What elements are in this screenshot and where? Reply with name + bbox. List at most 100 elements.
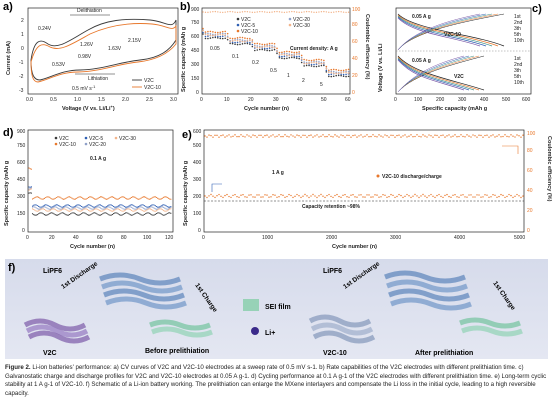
capacity-point bbox=[286, 195, 288, 198]
cycle-point bbox=[161, 214, 164, 216]
ce-point bbox=[288, 136, 290, 138]
ce-point bbox=[250, 136, 252, 138]
ce-point bbox=[326, 135, 328, 138]
capacity-point bbox=[295, 51, 298, 54]
ytick: 600 bbox=[193, 129, 202, 135]
cycle-point bbox=[77, 204, 79, 206]
cycle-point bbox=[59, 205, 61, 208]
capacity-point bbox=[335, 71, 337, 74]
ce-point bbox=[206, 136, 208, 138]
ce-point bbox=[244, 136, 246, 138]
cv-curve-v2c bbox=[30, 18, 177, 81]
cycle-point bbox=[61, 212, 63, 214]
xtick: 1.0 bbox=[74, 97, 81, 103]
ce-point bbox=[330, 135, 332, 138]
capacity-point bbox=[450, 196, 452, 199]
capacity-point bbox=[284, 196, 286, 199]
capacity-point bbox=[295, 57, 298, 59]
cycle-point bbox=[66, 204, 68, 206]
capacity-point bbox=[486, 194, 488, 196]
panel-a-frame bbox=[27, 7, 179, 95]
schem-discharge-left: 1st Discharge bbox=[60, 260, 99, 290]
capacity-point bbox=[332, 72, 335, 75]
cycle-point bbox=[74, 208, 77, 210]
y2tick: 40 bbox=[527, 188, 533, 194]
capacity-point bbox=[221, 32, 224, 35]
capacity-point bbox=[308, 196, 310, 199]
capacity-point bbox=[217, 37, 219, 39]
capacity-point bbox=[254, 44, 256, 47]
cycle-point bbox=[121, 214, 123, 216]
cycle-point bbox=[153, 204, 155, 206]
cycle-point bbox=[146, 197, 148, 199]
ce-point bbox=[294, 136, 296, 138]
capacity-point bbox=[248, 194, 250, 196]
cycle-point bbox=[34, 196, 36, 199]
cycle-point bbox=[114, 209, 116, 211]
cycle-point bbox=[34, 214, 36, 216]
panel-c-xlabel: Specific capacity (mAh g bbox=[422, 106, 487, 112]
capacity-point bbox=[324, 196, 326, 199]
capacity-point bbox=[293, 56, 296, 59]
panel-e-retention: Capacity retention ~98% bbox=[302, 204, 360, 210]
capacity-point bbox=[438, 193, 440, 196]
capacity-point bbox=[276, 196, 278, 199]
curve-top bbox=[397, 16, 487, 47]
ce-point bbox=[376, 136, 378, 138]
capacity-point bbox=[214, 31, 217, 34]
cycle-point bbox=[129, 197, 131, 199]
cycle-point bbox=[158, 198, 160, 200]
xtick: 400 bbox=[480, 97, 489, 103]
capacity-point bbox=[310, 65, 313, 67]
cycle-point bbox=[96, 208, 98, 210]
panel-b-yticks: 0 150 300 450 600 750 900 bbox=[191, 7, 200, 96]
capacity-point bbox=[335, 72, 337, 75]
panel-e-frame bbox=[203, 129, 525, 233]
capacity-point bbox=[325, 69, 328, 72]
ce-point bbox=[248, 135, 250, 137]
ce-point bbox=[300, 11, 303, 13]
cycle-point bbox=[30, 168, 32, 170]
cycle-point bbox=[33, 213, 35, 216]
cycle-point bbox=[166, 205, 168, 208]
ce-point bbox=[204, 135, 206, 137]
capacity-point bbox=[338, 195, 340, 198]
ce-point bbox=[334, 134, 336, 136]
cycle-point bbox=[65, 206, 67, 208]
right-axis-arrow bbox=[502, 145, 519, 154]
xtick: 0.5 bbox=[50, 97, 57, 103]
capacity-point bbox=[278, 53, 281, 56]
legend-item: V2C-10 bbox=[59, 142, 76, 148]
capacity-point bbox=[256, 194, 258, 196]
cycle-point bbox=[105, 206, 108, 208]
ce-point bbox=[249, 11, 251, 13]
cycle-point bbox=[123, 205, 125, 208]
ce-point bbox=[333, 11, 335, 13]
panel-d-cycling-chart: d) V2C V2C-10 V2C-5 V2C-20 V2C-30 0.1 A … bbox=[3, 127, 174, 250]
cycle-point bbox=[159, 208, 161, 210]
ce-point bbox=[220, 134, 222, 137]
capacity-point bbox=[281, 57, 283, 60]
cycle-point bbox=[102, 208, 104, 210]
cycle-point bbox=[51, 212, 53, 214]
cycle-point bbox=[159, 206, 161, 208]
cycle-point bbox=[53, 198, 55, 200]
cycle-point bbox=[28, 188, 30, 190]
capacity-point bbox=[308, 62, 310, 64]
cycle-point bbox=[78, 207, 80, 209]
cycle-point bbox=[108, 206, 110, 208]
cycle-point bbox=[152, 204, 154, 206]
cycle-point bbox=[123, 208, 125, 210]
cycle-point bbox=[128, 206, 130, 208]
ce-point bbox=[286, 135, 288, 138]
capacity-point bbox=[364, 196, 366, 198]
panel-d-ylabel: Specific capacity (mAh g bbox=[4, 161, 10, 226]
cycle-point bbox=[141, 214, 143, 216]
capacity-point bbox=[502, 194, 504, 197]
capacity-point bbox=[207, 37, 209, 40]
capacity-point bbox=[428, 195, 430, 197]
y2tick: 80 bbox=[352, 22, 358, 28]
capacity-point bbox=[308, 59, 310, 62]
cycle-point bbox=[118, 197, 121, 199]
cycle-point bbox=[149, 205, 152, 207]
